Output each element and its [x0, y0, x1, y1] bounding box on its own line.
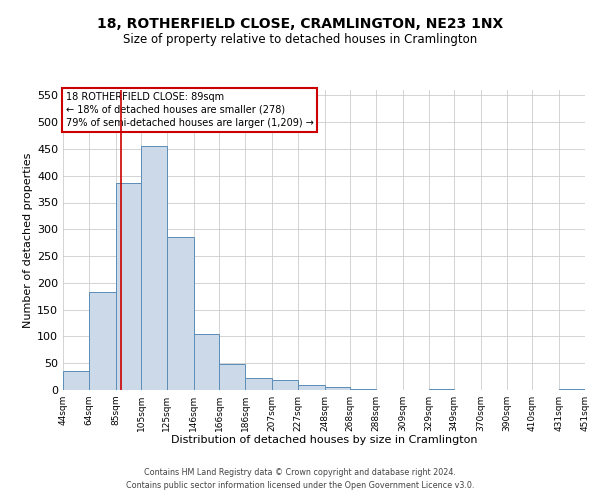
Bar — [325, 388, 350, 390]
Bar — [194, 334, 220, 390]
Bar — [220, 364, 245, 390]
Bar — [298, 384, 325, 390]
Bar — [167, 237, 194, 390]
X-axis label: Distribution of detached houses by size in Cramlington: Distribution of detached houses by size … — [171, 436, 477, 446]
Y-axis label: Number of detached properties: Number of detached properties — [23, 152, 33, 328]
Bar — [63, 371, 89, 390]
Bar — [89, 292, 116, 390]
Bar — [245, 378, 272, 390]
Text: 18, ROTHERFIELD CLOSE, CRAMLINGTON, NE23 1NX: 18, ROTHERFIELD CLOSE, CRAMLINGTON, NE23… — [97, 18, 503, 32]
Bar — [272, 380, 298, 390]
Bar — [141, 146, 167, 390]
Text: Size of property relative to detached houses in Cramlington: Size of property relative to detached ho… — [123, 32, 477, 46]
Bar — [116, 183, 141, 390]
Text: Contains public sector information licensed under the Open Government Licence v3: Contains public sector information licen… — [126, 480, 474, 490]
Text: 18 ROTHERFIELD CLOSE: 89sqm
← 18% of detached houses are smaller (278)
79% of se: 18 ROTHERFIELD CLOSE: 89sqm ← 18% of det… — [65, 92, 313, 128]
Text: Contains HM Land Registry data © Crown copyright and database right 2024.: Contains HM Land Registry data © Crown c… — [144, 468, 456, 477]
